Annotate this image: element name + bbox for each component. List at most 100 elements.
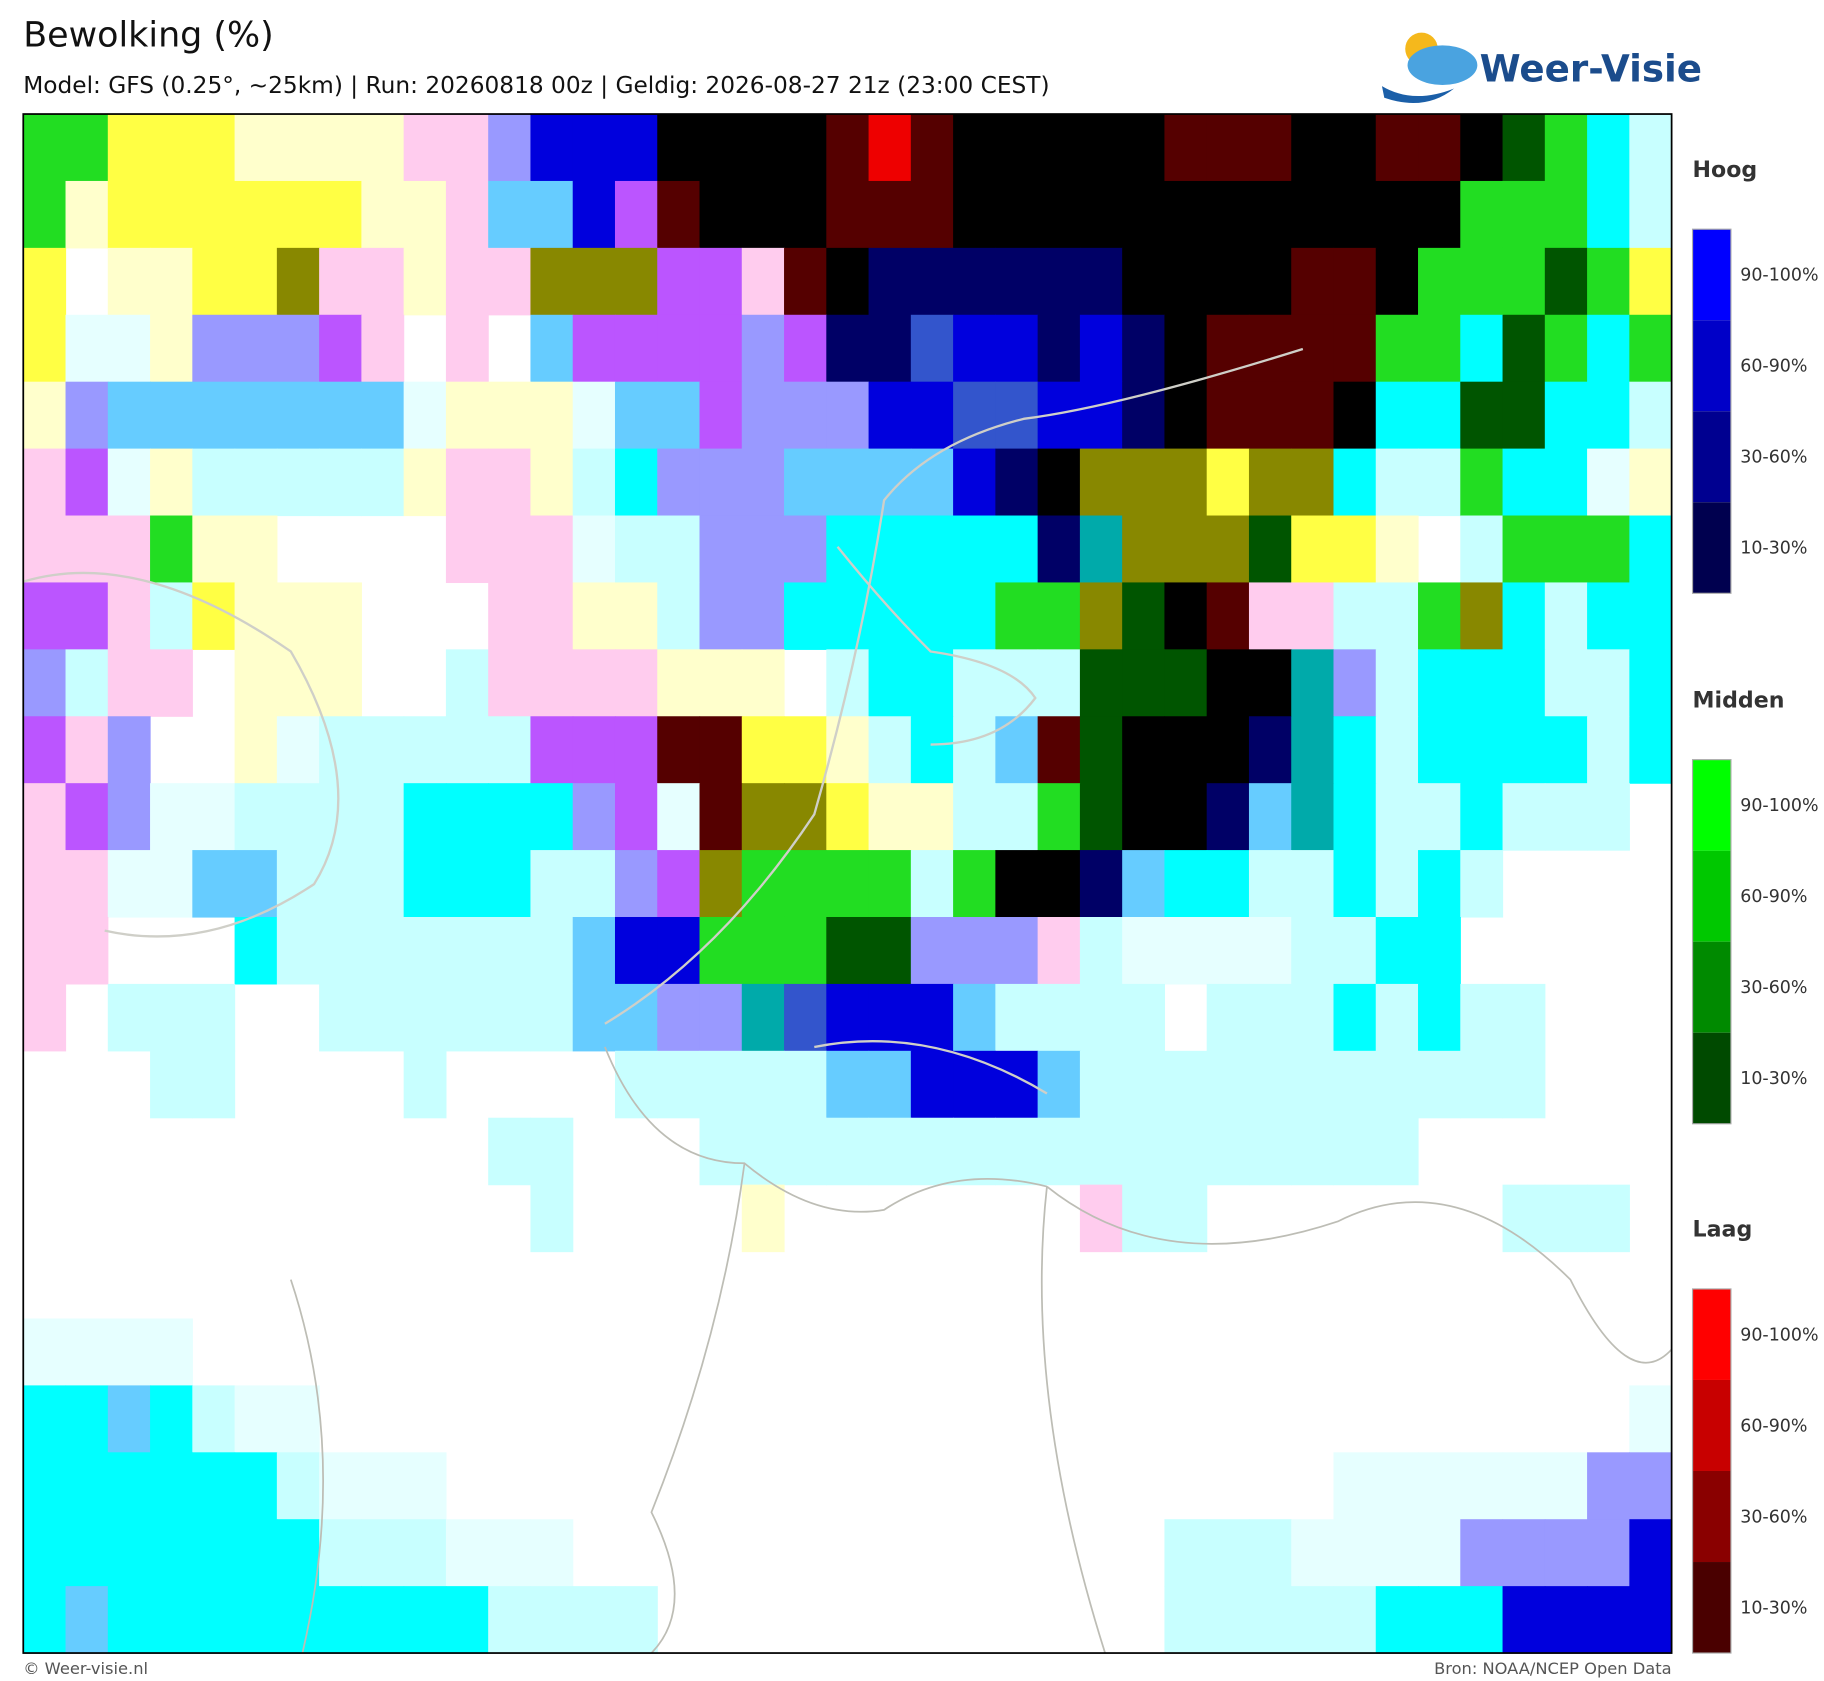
cloud-cell <box>1333 1050 1377 1119</box>
cloud-cell <box>1291 180 1335 249</box>
border-lines <box>289 1046 1673 1654</box>
cloud-cell <box>1122 180 1166 249</box>
cloud-cell <box>276 247 320 316</box>
cloud-cell <box>572 180 616 249</box>
cloud-cell <box>488 381 532 450</box>
cloud-cell <box>1037 180 1081 249</box>
cloud-cell <box>1587 783 1630 851</box>
cloud-cell <box>1037 716 1081 784</box>
cloud-cell <box>1079 247 1123 316</box>
cloud-cell <box>361 314 405 383</box>
cloud-cell <box>276 314 320 383</box>
cloud-cell <box>234 1452 278 1520</box>
cloud-cell <box>1460 314 1504 383</box>
cloud-cell <box>1206 381 1250 450</box>
cloud-cell <box>1587 1586 1630 1654</box>
cloud-cell <box>1206 448 1250 517</box>
cloud-cell <box>1164 716 1208 784</box>
cloud-cell <box>319 983 362 1052</box>
cloud-cell <box>1418 1050 1461 1119</box>
cloud-cell <box>953 1117 996 1186</box>
cloud-cell <box>1079 716 1123 784</box>
cloud-cell <box>1460 983 1504 1052</box>
cloud-cell <box>192 1452 236 1520</box>
cloud-cell <box>1375 1452 1419 1520</box>
cloud-cell <box>910 247 954 316</box>
cloud-cell <box>995 716 1039 784</box>
cloud-cell <box>150 381 193 450</box>
cloud-cell <box>1333 649 1377 717</box>
legend-label: 90-100% <box>1740 266 1818 286</box>
cloud-cell <box>868 114 912 182</box>
legend-label: 30-60% <box>1740 448 1807 468</box>
cloud-cell <box>1164 1519 1208 1587</box>
cloud-cell <box>1333 381 1377 450</box>
cloud-cell <box>1037 783 1081 851</box>
cloud-cell <box>319 314 362 383</box>
cloud-cell <box>1544 1519 1588 1587</box>
cloud-cell <box>234 314 278 383</box>
legend-swatch <box>1692 1032 1731 1124</box>
cloud-cell <box>953 716 996 784</box>
cloud-cell <box>276 783 320 851</box>
cloud-cell <box>192 1586 236 1654</box>
cloud-cell <box>1333 515 1377 584</box>
cloud-cell <box>1079 314 1123 383</box>
cloud-cell <box>1079 649 1123 717</box>
cloud-cell <box>65 716 109 784</box>
legend-label: 90-100% <box>1740 1325 1818 1345</box>
cloud-cell <box>107 783 151 851</box>
cloud-cell <box>868 783 912 851</box>
cloud-cell <box>1291 1117 1335 1186</box>
cloud-cell <box>445 314 489 383</box>
cloud-cell <box>1544 247 1588 316</box>
cloud-cell <box>23 515 67 584</box>
cloud-cell <box>107 1586 151 1654</box>
cloud-cell <box>530 1117 574 1186</box>
cloud-cell <box>150 1586 193 1654</box>
cloud-cell <box>741 716 785 784</box>
legend-swatch <box>1692 1288 1731 1380</box>
cloud-cell <box>1164 850 1208 918</box>
cloud-cell <box>1418 314 1461 383</box>
cloud-cell <box>995 916 1039 985</box>
cloud-cell <box>1587 515 1630 584</box>
cloud-cell <box>1418 582 1461 650</box>
cloud-cell <box>868 716 912 784</box>
cloud-cell <box>1375 1519 1419 1587</box>
cloud-cell <box>1460 1586 1504 1654</box>
cloud-cell <box>1333 783 1377 851</box>
cloud-cell <box>1502 582 1546 650</box>
cloud-cell <box>1122 515 1166 584</box>
cloud-cell <box>995 247 1039 316</box>
cloud-cell <box>741 180 785 249</box>
cloud-cell <box>530 983 574 1052</box>
legend-label: 60-90% <box>1740 1416 1807 1436</box>
cloud-cell <box>107 850 151 918</box>
cloud-cell <box>1248 381 1292 450</box>
cloud-cell <box>234 1385 278 1453</box>
cloud-cell <box>614 381 658 450</box>
cloud-cell <box>234 1586 278 1654</box>
footer-source: Bron: NOAA/NCEP Open Data <box>1434 1659 1672 1678</box>
cloud-cell <box>910 582 954 650</box>
cloud-cell <box>107 1385 151 1453</box>
cloud-cell <box>1291 1519 1335 1587</box>
cloud-cell <box>361 247 405 316</box>
cloud-cell <box>699 916 743 985</box>
cloud-cell <box>1248 1117 1292 1186</box>
cloud-cell <box>107 649 151 717</box>
cloud-cell <box>445 247 489 316</box>
cloud-cell <box>403 247 447 316</box>
cloud-cell <box>1375 716 1419 784</box>
cloud-cell <box>107 515 151 584</box>
legend-label: 30-60% <box>1740 978 1807 998</box>
cloud-cell <box>1122 783 1166 851</box>
cloud-cell <box>276 180 320 249</box>
cloud-cell <box>1122 716 1166 784</box>
cloud-cell <box>23 783 67 851</box>
cloud-cell <box>1079 114 1123 182</box>
cloud-cell <box>699 850 743 918</box>
cloud-cell <box>699 716 743 784</box>
cloud-cell <box>1291 448 1335 517</box>
